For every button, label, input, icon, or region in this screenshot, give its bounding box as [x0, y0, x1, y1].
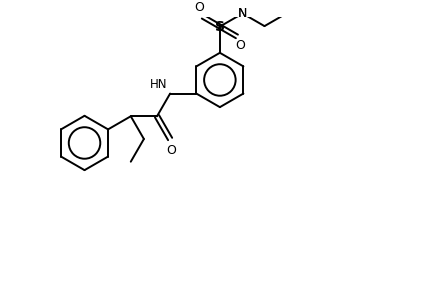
Text: S: S	[215, 20, 225, 34]
Text: HN: HN	[150, 78, 167, 91]
Text: O: O	[194, 1, 204, 14]
Text: O: O	[236, 39, 246, 52]
Text: N: N	[238, 7, 247, 20]
Text: N: N	[238, 7, 247, 20]
Text: O: O	[166, 144, 176, 157]
